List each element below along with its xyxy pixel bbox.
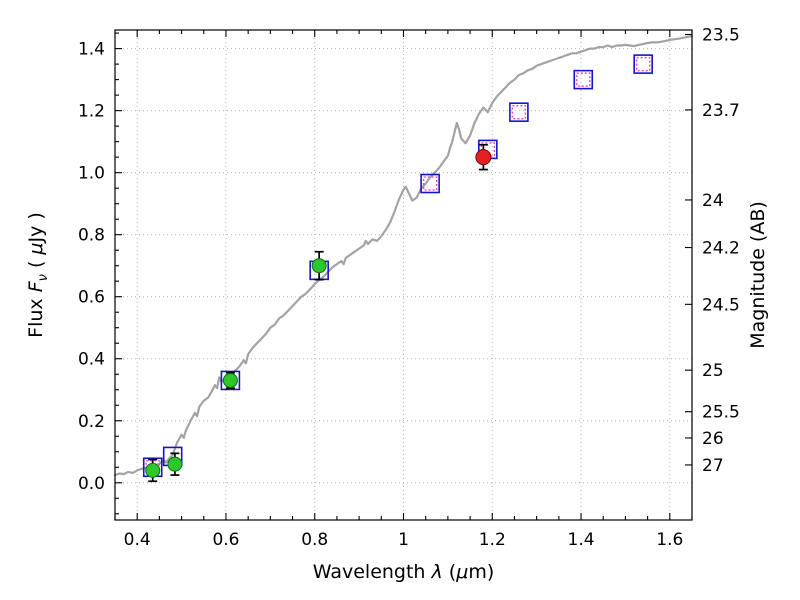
- svg-text:23.5: 23.5: [702, 26, 740, 46]
- series-model-spectrum: [113, 35, 694, 477]
- svg-text:24: 24: [702, 191, 724, 211]
- svg-text:0.2: 0.2: [78, 412, 105, 432]
- svg-text:1.6: 1.6: [656, 530, 683, 550]
- svg-text:0.4: 0.4: [124, 530, 151, 550]
- svg-text:0.0: 0.0: [78, 474, 105, 494]
- svg-text:0.8: 0.8: [301, 530, 328, 550]
- svg-text:1.0: 1.0: [78, 164, 105, 184]
- x-axis-label: Wavelength λ (μm): [313, 561, 494, 583]
- svg-text:1: 1: [398, 530, 409, 550]
- svg-text:26: 26: [702, 429, 724, 449]
- svg-text:1.2: 1.2: [78, 102, 105, 122]
- tick-labels: 0.4 0.6 0.8 1 1.2 1.4 1.6 0.0 0.2 0.4 0.6 0.8 1.0 1.2…: [78, 26, 740, 550]
- svg-text:0.6: 0.6: [212, 530, 239, 550]
- svg-text:1.4: 1.4: [568, 530, 595, 550]
- left-y-axis-label: Flux Fν ( μJy ): [25, 212, 51, 338]
- svg-text:0.4: 0.4: [78, 350, 105, 370]
- svg-text:0.8: 0.8: [78, 226, 105, 246]
- series-observed-optical-points: [145, 250, 327, 483]
- svg-text:25.5: 25.5: [702, 403, 740, 423]
- svg-text:27: 27: [702, 456, 724, 476]
- series-model-photometry-squares: [142, 54, 653, 478]
- svg-text:1.4: 1.4: [78, 40, 105, 60]
- series-observed-nir-point: [475, 143, 492, 171]
- svg-text:24.2: 24.2: [702, 239, 740, 259]
- series-predicted-photometry-squares: [145, 56, 651, 475]
- tick-marks: [114, 30, 693, 520]
- right-y-axis-label: Magnitude (AB): [747, 201, 769, 349]
- axis-labels: Wavelength λ (μm) Flux Fν ( μJy ) Magnitud…: [25, 201, 769, 583]
- svg-text:0.6: 0.6: [78, 288, 105, 308]
- svg-text:1.2: 1.2: [479, 530, 506, 550]
- svg-text:23.7: 23.7: [702, 101, 740, 121]
- grid-lines: [115, 30, 692, 520]
- svg-text:24.5: 24.5: [702, 295, 740, 315]
- svg-text:25: 25: [702, 361, 724, 381]
